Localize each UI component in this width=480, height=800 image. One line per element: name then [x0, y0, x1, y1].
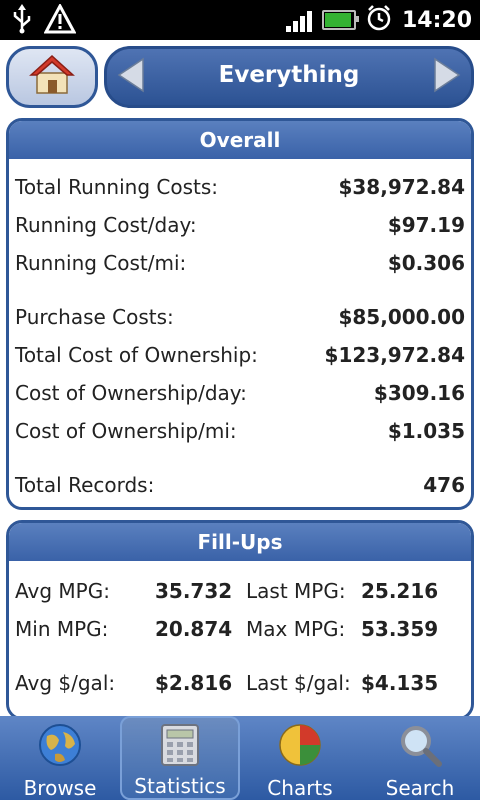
- chevron-left-icon: [115, 55, 147, 99]
- fillup-row: Avg $/gal: $2.816 Last $/gal: $4.135: [15, 671, 465, 701]
- stat-value: $38,972.84: [338, 175, 465, 199]
- signal-icon: [285, 8, 312, 32]
- top-navigation: Everything: [0, 40, 480, 116]
- fillups-title: Fill-Ups: [9, 523, 471, 561]
- stat-label: Running Cost/mi:: [15, 251, 187, 275]
- stat-label: Total Running Costs:: [15, 175, 218, 199]
- chevron-right-icon: [431, 55, 463, 99]
- stat-row: Cost of Ownership/mi: $1.035: [15, 419, 465, 449]
- stat-label: Total Records:: [15, 473, 155, 497]
- fillup-value: $4.135: [361, 671, 439, 695]
- tab-browse[interactable]: Browse: [0, 716, 120, 800]
- fillup-label: Max MPG:: [246, 617, 346, 641]
- usb-icon: [10, 4, 34, 38]
- stat-row: Total Cost of Ownership: $123,972.84: [15, 343, 465, 373]
- stat-value: $309.16: [373, 381, 465, 405]
- fillups-panel: Fill-Ups Avg MPG: 35.732 Last MPG: 25.21…: [6, 520, 474, 720]
- stat-row: Total Records: 476: [15, 473, 465, 503]
- stat-row: Cost of Ownership/day: $309.16: [15, 381, 465, 411]
- stat-label: Cost of Ownership/mi:: [15, 419, 237, 443]
- stat-label: Cost of Ownership/day:: [15, 381, 247, 405]
- fillup-label: Avg MPG:: [15, 579, 110, 603]
- fillup-label: Min MPG:: [15, 617, 109, 641]
- scroll-fade: [9, 701, 471, 717]
- next-button[interactable]: [429, 57, 465, 97]
- stat-row: Purchase Costs: $85,000.00: [15, 305, 465, 335]
- globe-icon: [37, 720, 83, 770]
- pie-chart-icon: [277, 720, 323, 770]
- stat-value: $0.306: [387, 251, 465, 275]
- fillup-value: 53.359: [361, 617, 439, 641]
- fillup-value: 20.874: [155, 617, 233, 641]
- status-time: 14:20: [401, 7, 472, 33]
- tab-label: Charts: [267, 776, 333, 800]
- fillup-value: 25.216: [361, 579, 439, 603]
- warning-icon: [43, 2, 77, 38]
- bottom-tab-bar: Browse Statistics Charts: [0, 716, 480, 800]
- stat-value: $85,000.00: [338, 305, 465, 329]
- home-icon: [29, 53, 75, 101]
- stat-value: $123,972.84: [324, 343, 465, 367]
- category-selector: Everything: [104, 46, 474, 108]
- status-bar: 14:20: [0, 0, 480, 40]
- fillup-row: Min MPG: 20.874 Max MPG: 53.359: [15, 617, 465, 647]
- stat-label: Running Cost/day:: [15, 213, 197, 237]
- fillup-label: Last MPG:: [246, 579, 346, 603]
- home-button[interactable]: [6, 46, 98, 108]
- tab-charts[interactable]: Charts: [240, 716, 360, 800]
- stat-row: Running Cost/day: $97.19: [15, 213, 465, 243]
- stat-value: $1.035: [387, 419, 465, 443]
- previous-button[interactable]: [113, 57, 149, 97]
- selector-title: Everything: [218, 62, 360, 88]
- fillup-label: Avg $/gal:: [15, 671, 116, 695]
- tab-statistics[interactable]: Statistics: [120, 716, 240, 800]
- tab-label: Search: [385, 776, 455, 800]
- stat-value: $97.19: [387, 213, 465, 237]
- tab-search[interactable]: Search: [360, 716, 480, 800]
- fillup-row: Avg MPG: 35.732 Last MPG: 25.216: [15, 579, 465, 609]
- stat-label: Total Cost of Ownership:: [15, 343, 258, 367]
- stat-row: Running Cost/mi: $0.306: [15, 251, 465, 281]
- magnifier-icon: [397, 720, 443, 770]
- fillup-value: $2.816: [155, 671, 233, 695]
- fillup-value: 35.732: [155, 579, 233, 603]
- calculator-icon: [158, 722, 202, 768]
- overall-title: Overall: [9, 121, 471, 159]
- stat-value: 476: [423, 473, 465, 497]
- stat-row: Total Running Costs: $38,972.84: [15, 175, 465, 205]
- fillup-label: Last $/gal:: [246, 671, 351, 695]
- battery-charging-icon: [321, 10, 359, 30]
- alarm-icon: [366, 4, 392, 36]
- overall-panel: Overall Total Running Costs: $38,972.84 …: [6, 118, 474, 510]
- stat-label: Purchase Costs:: [15, 305, 174, 329]
- tab-label: Browse: [23, 776, 97, 800]
- tab-label: Statistics: [134, 774, 226, 798]
